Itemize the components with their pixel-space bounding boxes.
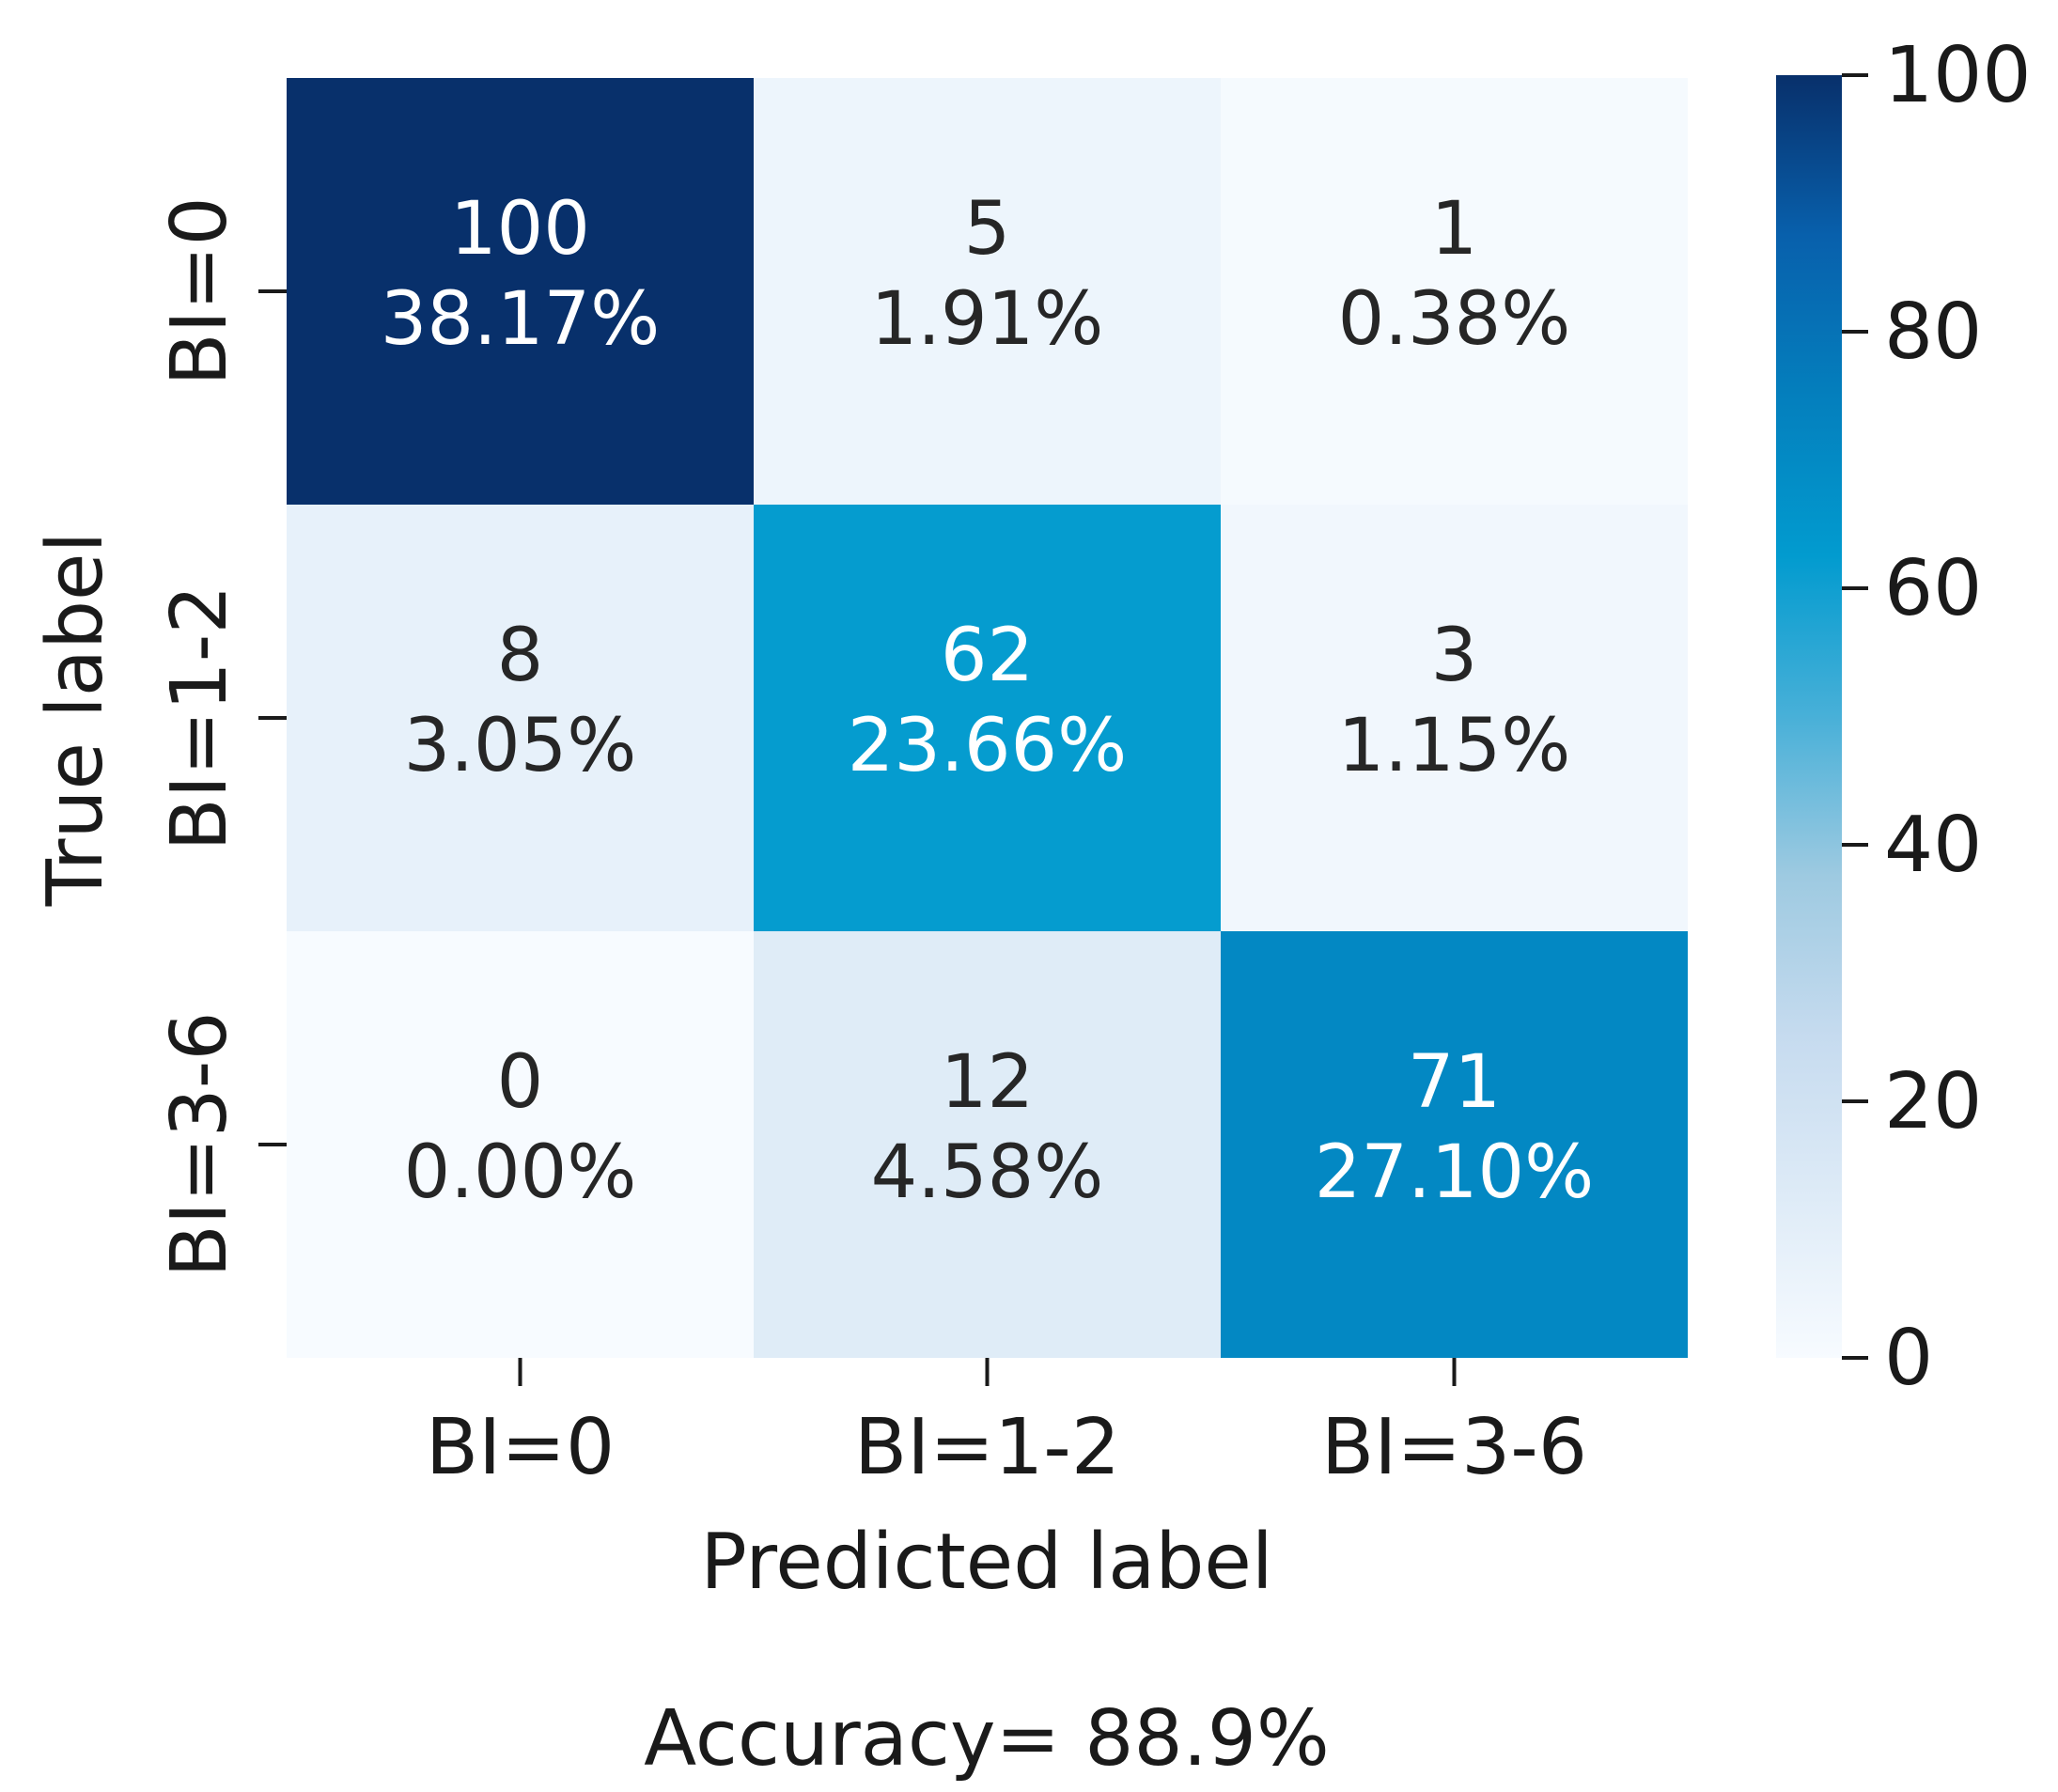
colorbar-tick-label: 100: [1884, 31, 2032, 120]
y-tick-label: BI=1-2: [155, 584, 244, 850]
heatmap-cell: [1221, 78, 1688, 505]
colorbar-tick-label: 0: [1884, 1314, 1933, 1403]
x-axis-label: Predicted label: [700, 1518, 1272, 1607]
y-axis: BI=0 BI=1-2 BI=3-6: [155, 196, 287, 1278]
x-tick-label: BI=1-2: [854, 1403, 1120, 1492]
cell-percent-label: 38.17%: [381, 277, 660, 362]
cell-percent-label: 1.15%: [1338, 704, 1571, 788]
cell-count-label: 8: [497, 614, 544, 698]
cell-count-label: 71: [1408, 1040, 1501, 1125]
heatmap-cell: [1221, 505, 1688, 931]
cell-percent-label: 3.05%: [404, 704, 637, 788]
heatmap-cell: [287, 931, 754, 1358]
colorbar-tick-label: 40: [1884, 801, 1982, 890]
y-tick-label: BI=3-6: [155, 1011, 244, 1277]
cell-count-label: 62: [941, 614, 1034, 698]
accuracy-footer: Accuracy= 88.9%: [644, 1694, 1330, 1784]
cell-count-label: 100: [450, 187, 590, 272]
cell-percent-label: 1.91%: [871, 277, 1104, 362]
heatmap-cell: [287, 505, 754, 931]
colorbar-ticks: 0 20 40 60 80 100: [1842, 31, 2032, 1403]
heatmap-cell: [754, 931, 1221, 1358]
cell-count-label: 0: [497, 1040, 544, 1125]
y-tick-label: BI=0: [155, 196, 244, 385]
cell-percent-label: 0.00%: [404, 1130, 637, 1215]
colorbar-gradient: [1776, 75, 1842, 1358]
heatmap-cell: [287, 78, 754, 505]
cell-percent-label: 4.58%: [871, 1130, 1104, 1215]
x-tick-label: BI=3-6: [1321, 1403, 1587, 1492]
cell-count-label: 1: [1431, 187, 1478, 272]
heatmap-cell: [754, 78, 1221, 505]
cell-count-label: 5: [964, 187, 1011, 272]
colorbar: 0 20 40 60 80 100: [1776, 31, 2032, 1403]
colorbar-tick-label: 60: [1884, 544, 1982, 633]
x-axis: BI=0 BI=1-2 BI=3-6: [426, 1358, 1587, 1492]
y-axis-label: True label: [31, 532, 120, 908]
colorbar-tick-label: 80: [1884, 288, 1982, 377]
heatmap-cells: [287, 78, 1688, 1358]
cell-count-label: 12: [941, 1040, 1034, 1125]
heatmap-cell: [1221, 931, 1688, 1358]
cell-percent-label: 0.38%: [1338, 277, 1571, 362]
colorbar-tick-label: 20: [1884, 1057, 1982, 1146]
cell-count-label: 3: [1431, 614, 1478, 698]
x-tick-label: BI=0: [426, 1403, 615, 1492]
cell-percent-label: 23.66%: [848, 704, 1127, 788]
heatmap-cell: [754, 505, 1221, 931]
cell-percent-label: 27.10%: [1315, 1130, 1594, 1215]
